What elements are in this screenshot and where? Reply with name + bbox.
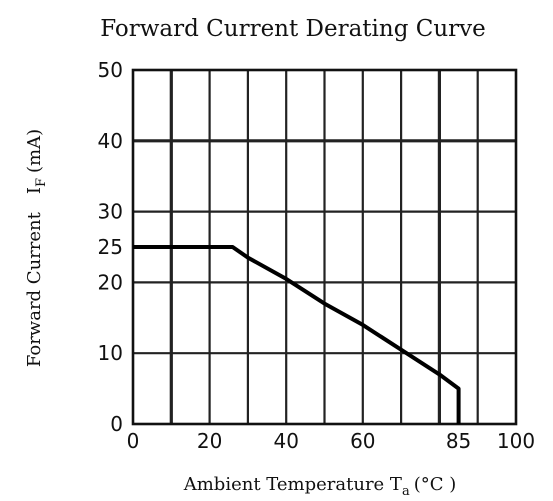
gridlines: [133, 70, 516, 424]
y-axis-title: Forward Current IF (mA): [24, 129, 49, 367]
series-line-0: [133, 245, 461, 424]
series-layer: [133, 245, 461, 424]
x-tick-label-100: 100: [497, 429, 535, 453]
y-tick-label-20: 20: [98, 270, 123, 294]
x-axis-label: Ambient Temperature T: [183, 474, 402, 495]
y-axis-unit: (mA): [24, 129, 45, 173]
y-axis-label: Forward Current: [24, 211, 45, 367]
y-axis-subscript: F: [34, 178, 49, 187]
y-tick-label-40: 40: [98, 129, 123, 153]
x-tick-label-85: 85: [446, 429, 471, 453]
y-tick-label-0: 0: [110, 412, 123, 436]
y-tick-label-25: 25: [98, 235, 123, 259]
x-tick-label-0: 0: [127, 429, 140, 453]
x-axis-subscript: a: [402, 484, 410, 499]
x-axis-unit: (°C ): [414, 474, 457, 495]
y-axis-symbol: I: [24, 187, 45, 194]
y-tick-label-10: 10: [98, 341, 123, 365]
x-tick-labels: 0 20 40 60 85 100: [127, 429, 535, 453]
y-tick-label-50: 50: [98, 58, 123, 82]
x-tick-label-20: 20: [197, 429, 222, 453]
chart-title: Forward Current Derating Curve: [100, 16, 486, 42]
x-tick-label-40: 40: [273, 429, 298, 453]
x-axis-title: Ambient Temperature Ta (°C ): [183, 474, 457, 499]
y-tick-label-30: 30: [98, 200, 123, 224]
x-tick-label-60: 60: [350, 429, 375, 453]
y-tick-labels: 0 10 20 25 30 40 50: [98, 58, 123, 436]
